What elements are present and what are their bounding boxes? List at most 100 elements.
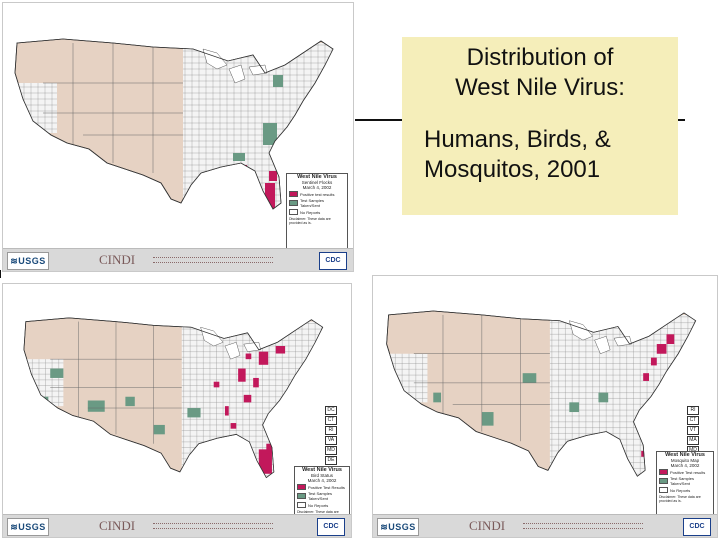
positive-counties xyxy=(245,353,252,360)
great-lake xyxy=(224,341,241,360)
legend-label: Test Samples Taken/Sent xyxy=(670,476,695,486)
state-label: CT xyxy=(325,416,337,425)
positive-counties xyxy=(265,183,275,209)
usgs-logo: ≋USGS xyxy=(377,518,419,536)
legend-disclaimer: Disclaimer: These data are provided as i… xyxy=(659,495,701,503)
map-footer: ≋USGS CINDI CDC xyxy=(3,514,351,537)
tested-counties xyxy=(263,123,277,145)
positive-counties xyxy=(266,443,274,454)
state-label: RI xyxy=(687,406,699,415)
great-lake xyxy=(200,326,224,347)
title-line-3: Humans, Birds, & xyxy=(424,126,611,153)
county-grid-west xyxy=(388,353,428,403)
map-sentinel-flocks: West Nile Virus Sentinel Flocks March 4,… xyxy=(2,2,354,272)
positive-counties xyxy=(213,381,220,388)
slide-edge-left-top xyxy=(0,270,1,278)
us-border xyxy=(386,310,697,477)
map-mosquito: RICTVTMAMDNODE West Nile Virus Mosquito … xyxy=(372,275,718,538)
state-label: CT xyxy=(687,416,699,425)
positive-counties xyxy=(224,406,229,416)
map-footer: ≋USGS CINDI CDC xyxy=(3,248,353,271)
legend-item-none: No Reports xyxy=(659,487,711,493)
legend-item-tested: Test Samples Taken/Sent xyxy=(297,491,347,501)
title-line-2: West Nile Virus: xyxy=(455,74,625,101)
legend-title: West Nile Virus xyxy=(665,452,705,458)
legend-title: West Nile Virus xyxy=(302,467,342,473)
us-map-mosquito xyxy=(386,310,697,477)
legend-item-positive: Positive Test results xyxy=(659,469,711,475)
legend-swatch xyxy=(289,209,298,215)
legend-swatch xyxy=(297,502,306,508)
title-box: Distribution of West Nile Virus: Humans,… xyxy=(402,37,678,215)
state-label: VT xyxy=(687,426,699,435)
legend-sentinel: West Nile Virus Sentinel Flocks March 4,… xyxy=(286,173,348,251)
positive-counties xyxy=(650,357,657,366)
state-label: DC xyxy=(325,406,337,415)
tested-counties xyxy=(153,424,165,435)
county-grid-west xyxy=(17,83,57,133)
legend-swatch xyxy=(289,191,298,197)
positive-counties xyxy=(612,454,616,459)
legend-swatch xyxy=(659,469,668,475)
legend-label: No Reports xyxy=(300,209,321,215)
us-map-bird xyxy=(23,317,324,479)
tested-counties xyxy=(462,431,477,440)
tested-counties xyxy=(433,392,442,403)
positive-counties xyxy=(258,449,272,474)
legend-subtitle: Sentinel Flocks xyxy=(301,180,333,185)
legend-date: March 4, 2002 xyxy=(302,185,332,190)
great-lake xyxy=(228,64,246,84)
legend-item-none: No Reports xyxy=(289,209,345,215)
legend-subtitle: Bird Status xyxy=(310,473,333,478)
positive-counties xyxy=(666,334,675,345)
positive-counties xyxy=(230,423,237,429)
state-label: VA xyxy=(325,436,337,445)
legend-label: No Reports xyxy=(670,487,691,493)
usgs-logo: ≋USGS xyxy=(7,252,49,270)
legend-date: March 4, 2002 xyxy=(670,463,700,468)
map-bird-status: DC CT RI VA MD DE West Nile Virus Bird Status… xyxy=(2,283,352,538)
legend-item-tested: Test Samples Taken/Sent xyxy=(289,198,345,208)
legend-swatch xyxy=(289,200,298,206)
legend-swatch xyxy=(659,478,668,484)
cindi-logo: CINDI xyxy=(99,518,136,533)
legend-label: Positive test results xyxy=(300,191,335,197)
positive-counties xyxy=(269,171,277,181)
positive-counties xyxy=(253,377,259,388)
us-border xyxy=(14,38,334,210)
legend-title: West Nile Virus xyxy=(297,174,337,180)
great-lake xyxy=(594,335,611,355)
legend-swatch xyxy=(297,484,306,490)
state-labels-bird: DC CT RI VA MD DE xyxy=(325,406,337,466)
tested-counties xyxy=(125,396,135,407)
positive-counties xyxy=(243,394,252,403)
legend-swatch xyxy=(659,487,668,493)
cindi-subtitle-line xyxy=(153,523,273,529)
legend-disclaimer: Disclaimer: These data are provided as i… xyxy=(289,217,331,225)
title-line-4: Mosquitos, 2001 xyxy=(424,156,601,183)
tested-counties xyxy=(233,153,245,161)
title-line-1: Distribution of xyxy=(466,44,614,71)
positive-counties xyxy=(238,368,246,382)
cindi-subtitle-line xyxy=(153,257,273,263)
legend-date: March 4, 2002 xyxy=(307,478,337,483)
tested-counties xyxy=(522,373,537,383)
great-lake xyxy=(568,320,594,341)
state-label: RI xyxy=(325,426,337,435)
legend-label: Positive Test Results xyxy=(308,484,345,490)
tested-counties xyxy=(569,402,580,413)
cindi-logo: CINDI xyxy=(99,252,136,267)
legend-label: No Reports xyxy=(308,502,329,508)
cdc-logo: CDC xyxy=(319,252,347,270)
legend-mosquito: West Nile Virus Mosquito Map March 4, 20… xyxy=(656,451,714,515)
positive-counties xyxy=(641,450,646,457)
legend-item-positive: Positive test results xyxy=(289,191,345,197)
positive-counties xyxy=(656,344,667,354)
tested-counties xyxy=(481,412,494,426)
cdc-logo: CDC xyxy=(317,518,345,536)
tested-counties xyxy=(598,392,609,403)
tested-counties xyxy=(50,368,64,378)
county-grid-west xyxy=(25,359,64,407)
legend-subtitle: Mosquito Map xyxy=(670,458,700,463)
legend-label: Test Samples Taken/Sent xyxy=(308,491,333,501)
